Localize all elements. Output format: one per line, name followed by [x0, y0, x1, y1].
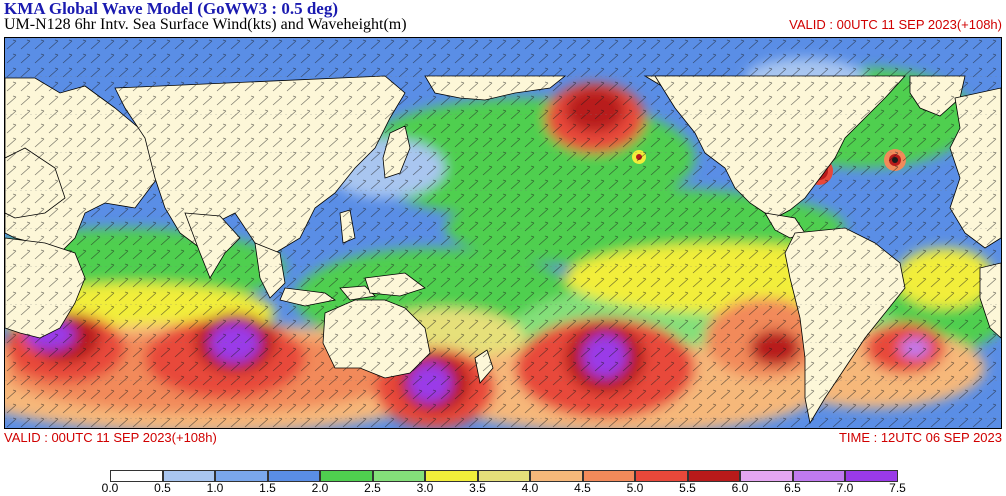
colorbar-tick-label: 5.5 — [679, 481, 696, 495]
colorbar-tick-label: 1.5 — [259, 481, 276, 495]
colorbar-box — [320, 470, 373, 482]
colorbar-box — [372, 470, 425, 482]
map-title: KMA Global Wave Model (GoWW3 : 0.5 deg) — [4, 0, 339, 18]
colorbar-box — [582, 470, 635, 482]
colorbar-box — [530, 470, 583, 482]
colorbar-box — [215, 470, 268, 482]
colorbar-box — [162, 470, 215, 482]
colorbar-tick-label: 2.5 — [364, 481, 381, 495]
valid-time-top: VALID : 00UTC 11 SEP 2023(+108h) — [789, 17, 1002, 32]
graticule — [5, 38, 1001, 428]
colorbar-box — [845, 470, 898, 482]
colorbar-tick-label: 0.5 — [154, 481, 171, 495]
colorbar-tick-label: 6.5 — [784, 481, 801, 495]
colorbar-tick-label: 2.0 — [311, 481, 329, 495]
colorbar-tick-label: 7.0 — [836, 481, 854, 495]
colorbar-box — [477, 470, 530, 482]
colorbar-tick-label: 5.0 — [626, 481, 644, 495]
colorbar-box — [740, 470, 793, 482]
colorbar-box — [635, 470, 688, 482]
valid-time-bottom: VALID : 00UTC 11 SEP 2023(+108h) — [4, 430, 217, 445]
map-subtitle: UM-N128 6hr Intv. Sea Surface Wind(kts) … — [4, 16, 407, 33]
colorbar-tick-label: 4.0 — [521, 481, 539, 495]
colorbar-tick-label: 0.0 — [101, 481, 119, 495]
colorbar-box — [792, 470, 845, 482]
colorbar-box — [425, 470, 478, 482]
colorbar-tick-label: 1.0 — [206, 481, 224, 495]
colorbar-tick-label: 7.5 — [889, 481, 906, 495]
wave-height-map — [4, 37, 1002, 429]
map-canvas — [5, 38, 1001, 428]
colorbar-tick-label: 6.0 — [731, 481, 749, 495]
init-time: TIME : 12UTC 06 SEP 2023 — [838, 430, 1002, 445]
colorbar-box — [267, 470, 320, 482]
colorbar-tick-label: 3.0 — [416, 481, 434, 495]
colorbar-box — [687, 470, 740, 482]
colorbar-tick-label: 3.5 — [469, 481, 486, 495]
colorbar-tick-label: 4.5 — [574, 481, 591, 495]
colorbar-box — [110, 470, 163, 482]
